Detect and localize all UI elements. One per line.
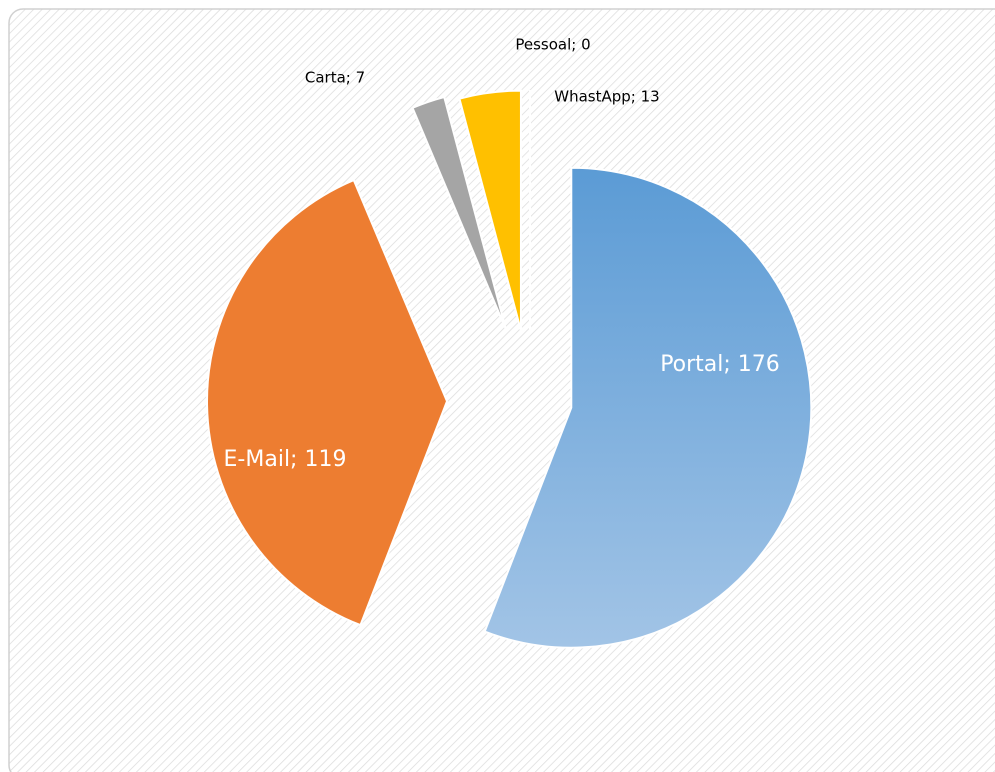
chart-area — [8, 8, 995, 772]
data-label: Pessoal; 0 — [515, 36, 590, 54]
pie — [206, 89, 813, 649]
data-label: WhastApp; 13 — [554, 88, 659, 106]
pie-slice — [206, 178, 449, 627]
pie-slice — [458, 89, 522, 331]
data-label: E-Mail; 119 — [224, 447, 347, 472]
data-label: Carta; 7 — [305, 69, 365, 87]
pie-slice — [411, 95, 507, 330]
pie-slice — [483, 166, 813, 649]
data-label: Portal; 176 — [660, 352, 780, 377]
